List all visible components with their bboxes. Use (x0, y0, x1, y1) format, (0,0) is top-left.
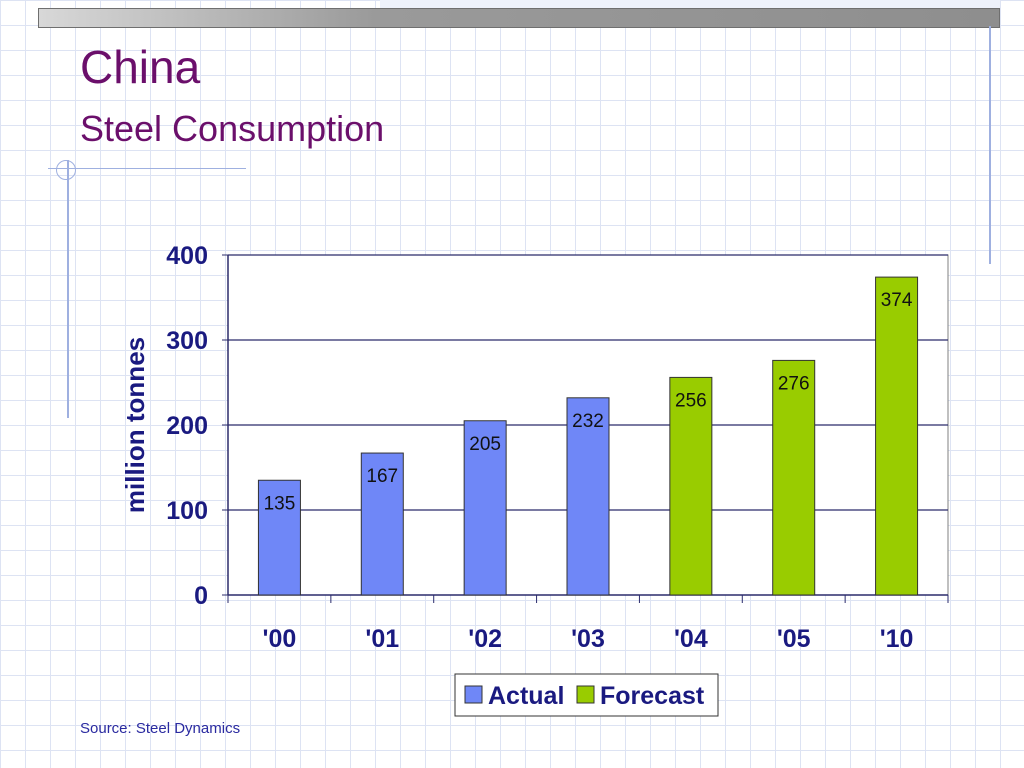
decor-line-right (989, 26, 991, 264)
x-tick-label: '05 (777, 625, 811, 653)
x-tick-label: '02 (468, 625, 502, 653)
x-tick-label: '00 (263, 625, 297, 653)
decor-line-horizontal (48, 168, 246, 169)
bar-03 (566, 397, 610, 596)
y-tick-label: 0 (194, 582, 208, 610)
data-label: 167 (366, 466, 398, 487)
x-tick-label: '01 (365, 625, 399, 653)
y-tick-label: 400 (166, 242, 208, 270)
y-tick-label: 300 (166, 327, 208, 355)
bar-10 (875, 276, 919, 596)
legend-swatch-forecast (576, 685, 595, 704)
bar-00 (257, 479, 301, 596)
decor-circle (56, 160, 76, 180)
bar-04 (669, 376, 713, 596)
data-label: 276 (778, 373, 810, 394)
bar-05 (772, 359, 816, 596)
decor-line-left (67, 160, 69, 418)
x-tick-label: '04 (674, 625, 708, 653)
y-tick-label: 100 (166, 497, 208, 525)
y-tick-label: 200 (166, 412, 208, 440)
slide-subtitle: Steel Consumption (80, 108, 385, 149)
legend-label-actual: Actual (488, 682, 564, 710)
y-axis-label: million tonnes (120, 337, 150, 513)
data-label: 374 (881, 290, 913, 311)
data-label: 135 (264, 493, 296, 514)
top-light-band (380, 0, 1000, 8)
data-label: 232 (572, 411, 604, 432)
x-tick-label: '10 (880, 625, 914, 653)
slide-title: China (80, 41, 201, 93)
legend-swatch-actual (464, 685, 483, 704)
data-label: 256 (675, 390, 707, 411)
bar-01 (360, 452, 404, 596)
x-tick-label: '03 (571, 625, 605, 653)
bar-02 (463, 420, 507, 596)
source-note: Source: Steel Dynamics (80, 720, 241, 737)
data-label: 205 (469, 434, 501, 455)
legend-label-forecast: Forecast (600, 682, 705, 710)
top-title-bar (38, 8, 1000, 28)
